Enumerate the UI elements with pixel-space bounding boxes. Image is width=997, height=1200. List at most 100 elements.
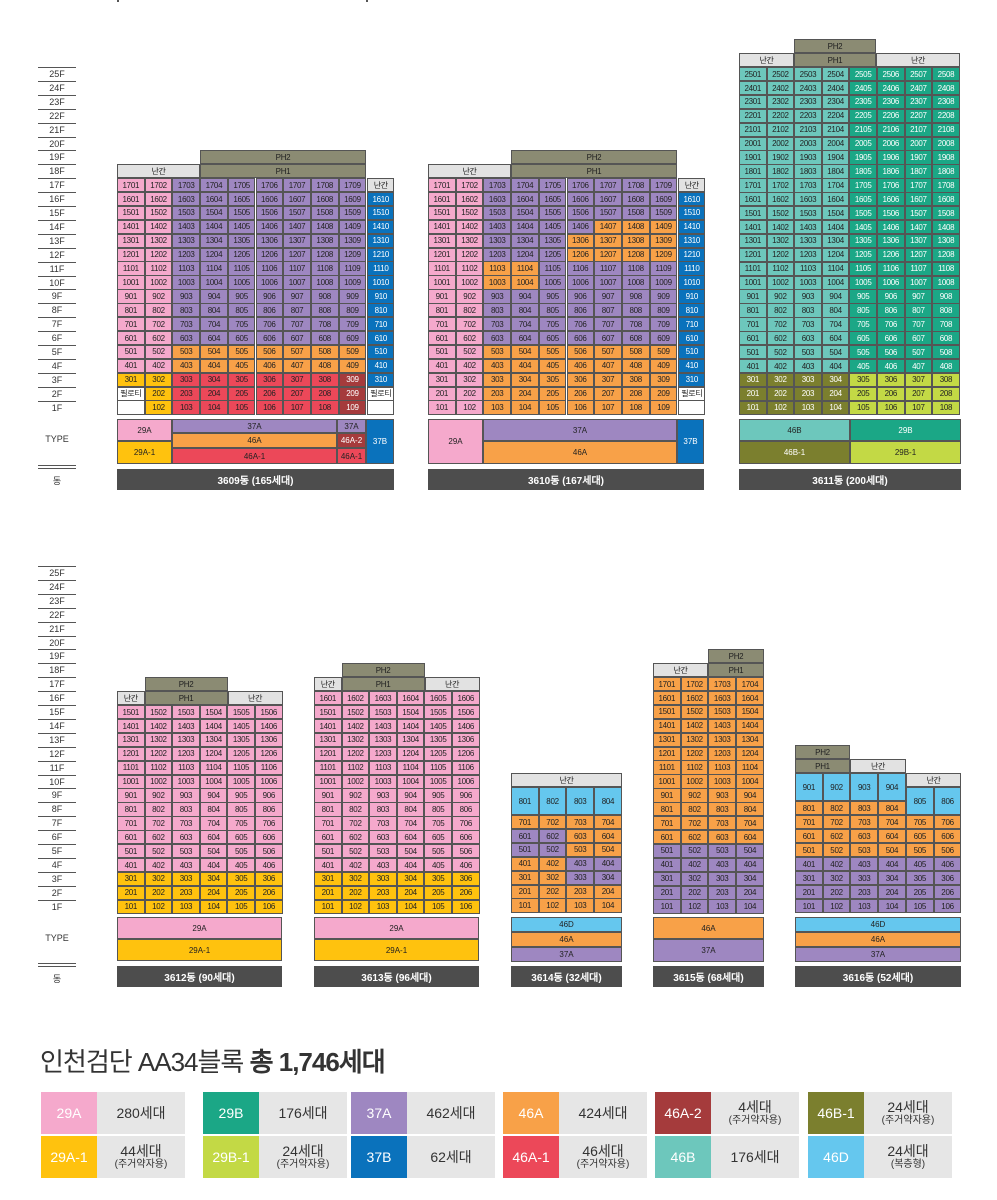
floor-label: 17F [38,677,76,691]
unit-cell: 610 [678,330,706,346]
unit-cell: 409 [338,358,367,374]
unit-cell: 805 [227,303,256,318]
unit-cell: 1104 [736,760,764,775]
unit-cell: 1208 [310,247,339,262]
unit-cell: 1304 [736,732,764,747]
unit-cell: 1007 [594,275,622,290]
unit-cell: 308 [621,372,650,387]
unit-cell: 1102 [766,261,795,276]
unit-cell: 103 [850,899,879,914]
unit-cell: 808 [310,303,339,318]
unit-cell: 1604 [821,192,850,207]
unit-cell: 306 [452,871,480,887]
unit-cell: 1110 [367,261,395,276]
unit-cell: 1406 [255,718,283,734]
unit-cell: 805 [849,303,877,318]
unit-cell: 1004 [396,774,425,789]
unit-cell: 910 [367,289,395,304]
unit-cell: 1102 [680,760,709,775]
unit-cell: 1205 [849,247,877,263]
unit-cell: 410 [678,358,706,374]
unit-cell: 606 [452,830,480,845]
unit-cell: 605 [906,829,934,844]
floor-label: 24F [38,80,76,95]
unit-cell: 1808 [932,164,960,179]
dong-label: 동 [52,974,62,984]
unit-cell: 1503 [172,705,200,720]
unit-cell: 1610 [678,191,706,207]
floor-label: 10F [38,774,76,789]
type-37A: 37A [337,419,366,433]
unit-cell: 1404 [736,718,764,734]
unit-cell: 701 [739,317,767,332]
unit-cell: 304 [511,372,539,387]
unit-cell: 205 [227,885,255,901]
unit-cell: 705 [538,317,567,332]
unit-cell: 1708 [310,178,339,193]
unit-cell: 309 [338,372,367,387]
unit-cell: 704 [200,317,228,332]
unit-cell: 102 [455,400,484,415]
unit-cell: 1405 [227,718,255,734]
unit-cell: 2001 [739,136,767,151]
unit-cell: 410 [367,358,395,374]
unit-cell: 1708 [621,178,650,193]
unit-cell: 1504 [821,206,850,221]
unit-cell: 407 [904,358,933,374]
unit-cell: 1203 [794,247,822,263]
unit-cell: 1107 [904,261,933,276]
unit-cell: 1109 [649,261,678,276]
unit-cell: 701 [653,816,681,831]
unit-cell: 809 [338,303,367,318]
unit-cell: 109 [649,400,678,415]
unit-cell: 405 [227,857,255,873]
unit-cell: 1506 [255,705,283,720]
unit-cell: 206 [566,386,595,401]
legend-count: 62세대 [407,1136,495,1178]
unit-cell: 201 [428,386,456,401]
unit-cell: 1506 [255,205,284,221]
unit-cell: 1609 [649,191,678,207]
unit-cell: 504 [878,843,906,858]
unit-cell: 1704 [511,178,539,193]
unit-cell: 402 [766,358,795,374]
unit-cell: 509 [338,344,367,360]
unit-cell: 난간 [678,178,706,193]
unit-cell: 701 [511,815,539,830]
legend-count: 176세대 [259,1092,347,1134]
type-37A: 37A [795,947,961,962]
ph2: PH2 [795,745,850,759]
unit-cell: 601 [117,330,145,346]
unit-cell: 1201 [117,746,145,762]
unit-cell: 1002 [455,275,484,290]
unit-cell: 408 [621,358,650,374]
unit-cell: 1002 [341,774,370,789]
floor-label: 14F [38,219,76,234]
type-29A-1: 29A-1 [117,441,172,464]
unit-cell: 104 [594,898,622,913]
unit-cell: 1903 [794,150,822,165]
unit-cell: 404 [736,857,764,873]
unit-cell: 1103 [172,760,200,775]
unit-cell: 804 [511,303,539,318]
unit-cell: 1105 [849,261,877,276]
unit-cell: 1301 [653,732,681,747]
unit-cell: 606 [255,830,283,845]
unit-cell: 1205 [227,746,255,762]
unit-cell: 1209 [649,247,678,262]
unit-cell: 605 [538,330,567,346]
unit-cell: 1301 [739,233,767,249]
floor-label: 4F [38,358,76,373]
unit-cell: 208 [621,386,650,401]
unit-cell: 203 [172,885,200,901]
unit-cell: 1302 [455,233,484,248]
unit-cell: 302 [144,871,173,887]
unit-cell: 706 [255,816,283,831]
floor-label: 15F [38,206,76,220]
unit-cell: 201 [511,884,539,899]
unit-cell: 1308 [621,233,650,248]
unit-cell: 905 [227,788,255,803]
unit-cell: 301 [314,871,342,887]
unit-cell: 205 [424,885,452,901]
unit-cell: 605 [424,830,452,845]
